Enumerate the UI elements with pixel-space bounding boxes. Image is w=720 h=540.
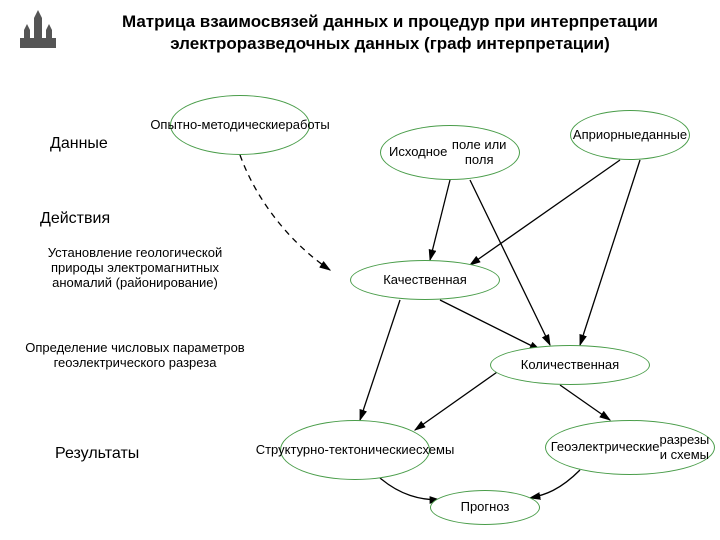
page-title-line1: Матрица взаимосвязей данных и процедур п… <box>80 12 700 32</box>
action-text-1: Установление геологической природы элект… <box>30 245 240 290</box>
node-n7: Геоэлектрическиеразрезы и схемы <box>545 420 715 475</box>
logo-icon <box>14 8 62 56</box>
action-text-2: Определение числовых параметров геоэлект… <box>25 340 245 370</box>
node-n8: Прогноз <box>430 490 540 525</box>
node-n4: Качественная <box>350 260 500 300</box>
node-n1: Опытно-методическиеработы <box>170 95 310 155</box>
node-n2: Исходноеполе или поля <box>380 125 520 180</box>
section-label-actions: Действия <box>40 210 110 228</box>
node-n6: Структурно-тектоническиесхемы <box>280 420 430 480</box>
node-n3: Априорныеданные <box>570 110 690 160</box>
page-title-line2: электроразведочных данных (граф интерпре… <box>80 34 700 54</box>
diagram-canvas: Матрица взаимосвязей данных и процедур п… <box>0 0 720 540</box>
section-label-data: Данные <box>50 135 108 153</box>
node-n5: Количественная <box>490 345 650 385</box>
section-label-results: Результаты <box>55 445 139 463</box>
